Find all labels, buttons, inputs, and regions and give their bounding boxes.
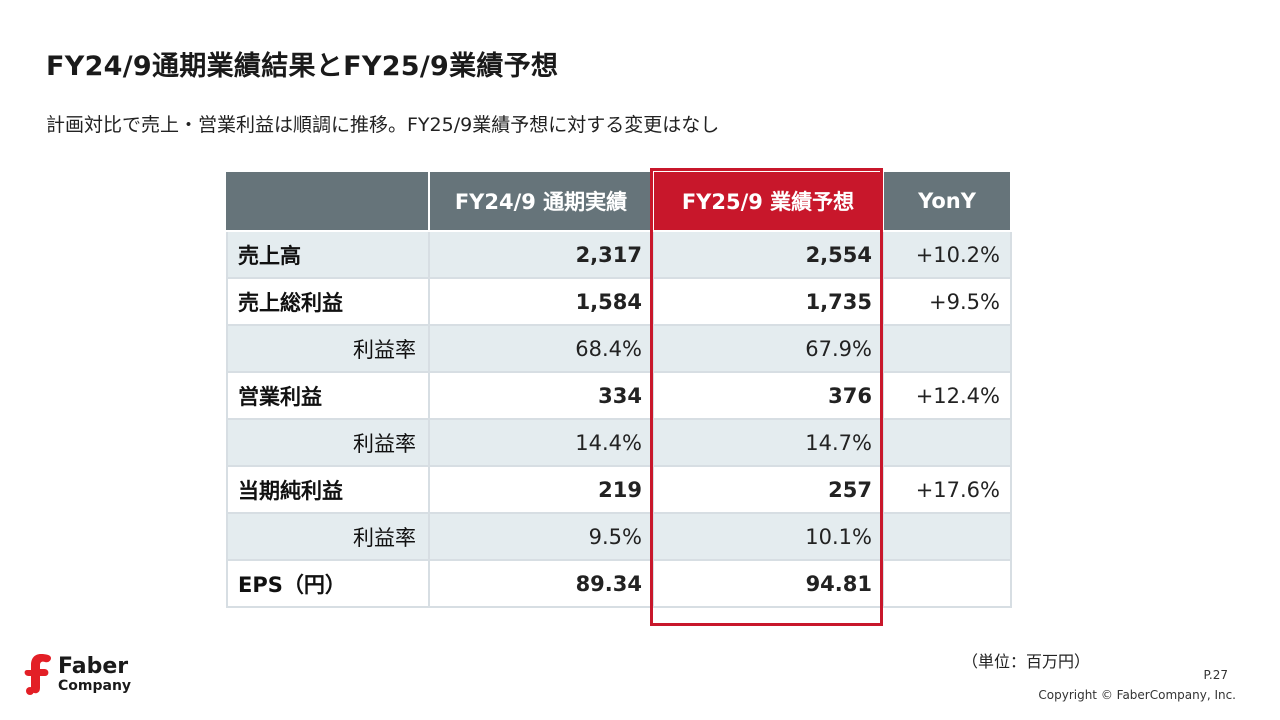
row-label: EPS（円） <box>226 559 430 608</box>
fy25-value: 376 <box>652 371 884 420</box>
table-row: 利益率 14.4% 14.7% <box>226 418 1012 467</box>
table-row: 当期純利益 219 257 +17.6% <box>226 465 1012 514</box>
yoy-value: +17.6% <box>882 465 1012 514</box>
company-logo: Faber Company <box>24 652 131 696</box>
page-number: P.27 <box>1203 668 1228 682</box>
fy25-value: 67.9% <box>652 324 884 373</box>
row-label: 利益率 <box>226 512 430 561</box>
fy25-value: 2,554 <box>652 230 884 279</box>
table-row: EPS（円） 89.34 94.81 <box>226 559 1012 608</box>
row-label: 利益率 <box>226 324 430 373</box>
fy24-value: 89.34 <box>428 559 654 608</box>
fy25-value: 14.7% <box>652 418 884 467</box>
page-title: FY24/9通期業績結果とFY25/9業績予想 <box>46 51 559 82</box>
results-table-container: FY24/9 通期実績 FY25/9 業績予想 YonY 売上高 2,317 2… <box>226 168 1012 626</box>
yoy-value <box>882 559 1012 608</box>
fy24-value: 1,584 <box>428 277 654 326</box>
yoy-value: +9.5% <box>882 277 1012 326</box>
fy24-value: 14.4% <box>428 418 654 467</box>
yoy-value: +12.4% <box>882 371 1012 420</box>
row-label: 売上高 <box>226 230 430 279</box>
row-label: 利益率 <box>226 418 430 467</box>
yoy-value <box>882 324 1012 373</box>
yoy-value <box>882 418 1012 467</box>
header-empty <box>226 170 430 232</box>
table-row: 利益率 9.5% 10.1% <box>226 512 1012 561</box>
yoy-value: +10.2% <box>882 230 1012 279</box>
table-row: 売上高 2,317 2,554 +10.2% <box>226 230 1012 279</box>
header-yoy: YonY <box>882 170 1012 232</box>
table-row: 営業利益 334 376 +12.4% <box>226 371 1012 420</box>
unit-note: （単位：百万円） <box>962 652 1091 671</box>
results-table: FY24/9 通期実績 FY25/9 業績予想 YonY 売上高 2,317 2… <box>226 170 1012 608</box>
fy24-value: 2,317 <box>428 230 654 279</box>
copyright-text: Copyright © FaberCompany, Inc. <box>1038 688 1236 702</box>
fy25-value: 257 <box>652 465 884 514</box>
yoy-value <box>882 512 1012 561</box>
fy25-value: 1,735 <box>652 277 884 326</box>
logo-line2: Company <box>58 677 132 694</box>
row-label: 営業利益 <box>226 371 430 420</box>
table-header-row: FY24/9 通期実績 FY25/9 業績予想 YonY <box>226 170 1012 232</box>
logo-text: Faber Company <box>58 653 132 694</box>
faber-logo-mark-icon <box>24 654 51 695</box>
fy24-value: 68.4% <box>428 324 654 373</box>
fy25-value: 10.1% <box>652 512 884 561</box>
header-fy25: FY25/9 業績予想 <box>652 170 884 232</box>
row-label: 当期純利益 <box>226 465 430 514</box>
page-subtitle: 計画対比で売上・営業利益は順調に推移。FY25/9業績予想に対する変更はなし <box>46 114 720 136</box>
logo-line1: Faber <box>58 653 129 679</box>
fy24-value: 219 <box>428 465 654 514</box>
fy25-value: 94.81 <box>652 559 884 608</box>
fy24-value: 9.5% <box>428 512 654 561</box>
table-row: 利益率 68.4% 67.9% <box>226 324 1012 373</box>
row-label: 売上総利益 <box>226 277 430 326</box>
table-row: 売上総利益 1,584 1,735 +9.5% <box>226 277 1012 326</box>
header-fy24: FY24/9 通期実績 <box>428 170 654 232</box>
fy24-value: 334 <box>428 371 654 420</box>
